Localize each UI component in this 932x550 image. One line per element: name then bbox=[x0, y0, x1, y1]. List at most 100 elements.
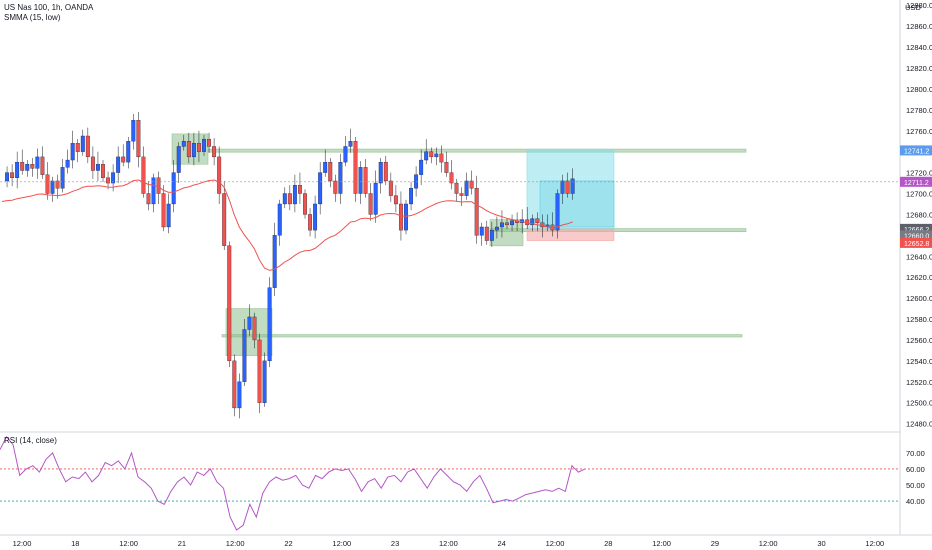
candle-body bbox=[227, 245, 232, 362]
candle-body bbox=[338, 161, 343, 194]
candle-body bbox=[510, 220, 514, 226]
consolidation-box[interactable] bbox=[225, 308, 273, 356]
time-tick-label: 12:00 bbox=[759, 539, 778, 548]
candle-body bbox=[398, 203, 403, 231]
time-tick-label: 12:00 bbox=[13, 539, 32, 548]
candle-body bbox=[212, 146, 217, 158]
candle-body bbox=[101, 164, 105, 178]
candle-body bbox=[287, 193, 292, 205]
candle-body bbox=[449, 172, 454, 184]
price-tick-label: 12480.0 bbox=[906, 420, 932, 429]
price-tick-label: 12840.0 bbox=[906, 43, 932, 52]
time-tick-label: 12:00 bbox=[119, 539, 138, 548]
price-tag bbox=[900, 145, 932, 156]
candle-body bbox=[146, 193, 151, 205]
price-tick-label: 12820.0 bbox=[906, 64, 932, 73]
candle-body bbox=[560, 180, 565, 194]
candle-body bbox=[393, 195, 398, 205]
candle-body bbox=[161, 193, 166, 228]
price-tick-label: 12520.0 bbox=[906, 378, 932, 387]
candle-body bbox=[570, 178, 575, 194]
candle-body bbox=[85, 135, 90, 158]
candles bbox=[5, 111, 575, 419]
price-tick-label: 12860.0 bbox=[906, 22, 932, 31]
candle-body bbox=[308, 214, 312, 231]
smma-line bbox=[1, 179, 573, 271]
price-tag bbox=[900, 176, 932, 187]
candle-body bbox=[247, 316, 252, 330]
candle-body bbox=[464, 180, 469, 196]
candle-body bbox=[313, 203, 318, 231]
time-tick-label: 21 bbox=[178, 539, 186, 548]
resistance-zone[interactable] bbox=[207, 148, 747, 153]
candle-body bbox=[267, 287, 272, 362]
currency-label: USD bbox=[905, 3, 921, 12]
candle-body bbox=[383, 161, 388, 182]
time-tick-label: 28 bbox=[604, 539, 612, 548]
support-zone-low[interactable] bbox=[221, 334, 743, 338]
candle-body bbox=[262, 360, 267, 403]
candle-body bbox=[80, 135, 85, 152]
price-axis-bg bbox=[900, 0, 932, 535]
candle-body bbox=[45, 174, 50, 194]
candle-body bbox=[363, 167, 368, 194]
candle-body bbox=[292, 184, 297, 205]
price-tick-label: 12880.0 bbox=[906, 1, 932, 10]
candle-body bbox=[40, 156, 45, 175]
candle-body bbox=[65, 159, 70, 168]
candle-body bbox=[75, 143, 80, 152]
candle-body bbox=[116, 156, 121, 173]
candle-body bbox=[156, 177, 161, 194]
price-tick-label: 12560.0 bbox=[906, 336, 932, 345]
price-tick-label: 12540.0 bbox=[906, 357, 932, 366]
position-fill[interactable] bbox=[539, 180, 615, 228]
price-tick-label: 12700.0 bbox=[906, 190, 932, 199]
time-tick-label: 30 bbox=[817, 539, 825, 548]
symbol-legend[interactable]: US Nas 100, 1h, OANDA bbox=[4, 3, 94, 12]
candle-body bbox=[191, 143, 196, 158]
support-resistance-zones bbox=[171, 133, 747, 356]
candle-body bbox=[217, 156, 222, 194]
rsi-levels bbox=[0, 468, 900, 502]
candle-body bbox=[378, 161, 383, 184]
candle-body bbox=[237, 381, 242, 409]
price-tick-label: 12780.0 bbox=[906, 106, 932, 115]
candle-body bbox=[489, 229, 494, 241]
price-tag bbox=[900, 237, 932, 248]
price-tick-label: 12600.0 bbox=[906, 294, 932, 303]
candle-body bbox=[96, 164, 100, 171]
rsi-tick-label: 40.00 bbox=[906, 497, 925, 506]
candle-body bbox=[419, 159, 424, 175]
candle-body bbox=[318, 172, 323, 205]
candle-body bbox=[126, 141, 131, 163]
candle-body bbox=[368, 193, 373, 215]
candle-body bbox=[15, 161, 20, 178]
price-tag-label: 12741.2 bbox=[904, 148, 929, 155]
candle-body bbox=[106, 177, 110, 184]
candle-body bbox=[222, 193, 227, 246]
candle-body bbox=[303, 193, 307, 215]
candle-body bbox=[181, 141, 186, 147]
rsi-tick-label: 60.00 bbox=[906, 465, 925, 474]
candle-body bbox=[166, 203, 171, 228]
candle-body bbox=[373, 182, 378, 215]
candle-body bbox=[90, 156, 95, 171]
price-tag-label: 12652.8 bbox=[904, 241, 929, 248]
stop-zone[interactable] bbox=[526, 228, 615, 241]
candle-body bbox=[141, 156, 146, 194]
candle-body bbox=[136, 120, 141, 158]
smma-legend[interactable]: SMMA (15, low) bbox=[4, 13, 61, 22]
candle-body bbox=[25, 164, 30, 171]
candle-body bbox=[232, 360, 237, 409]
time-tick-label: 24 bbox=[498, 539, 506, 548]
candle-body bbox=[494, 226, 499, 231]
time-tick-label: 22 bbox=[284, 539, 292, 548]
candle-body bbox=[565, 180, 570, 194]
candle-body bbox=[555, 193, 560, 231]
rsi-legend[interactable]: RSI (14, close) bbox=[4, 436, 57, 445]
candle-body bbox=[297, 184, 302, 194]
candle-body bbox=[328, 161, 333, 182]
candle-body bbox=[186, 141, 191, 158]
